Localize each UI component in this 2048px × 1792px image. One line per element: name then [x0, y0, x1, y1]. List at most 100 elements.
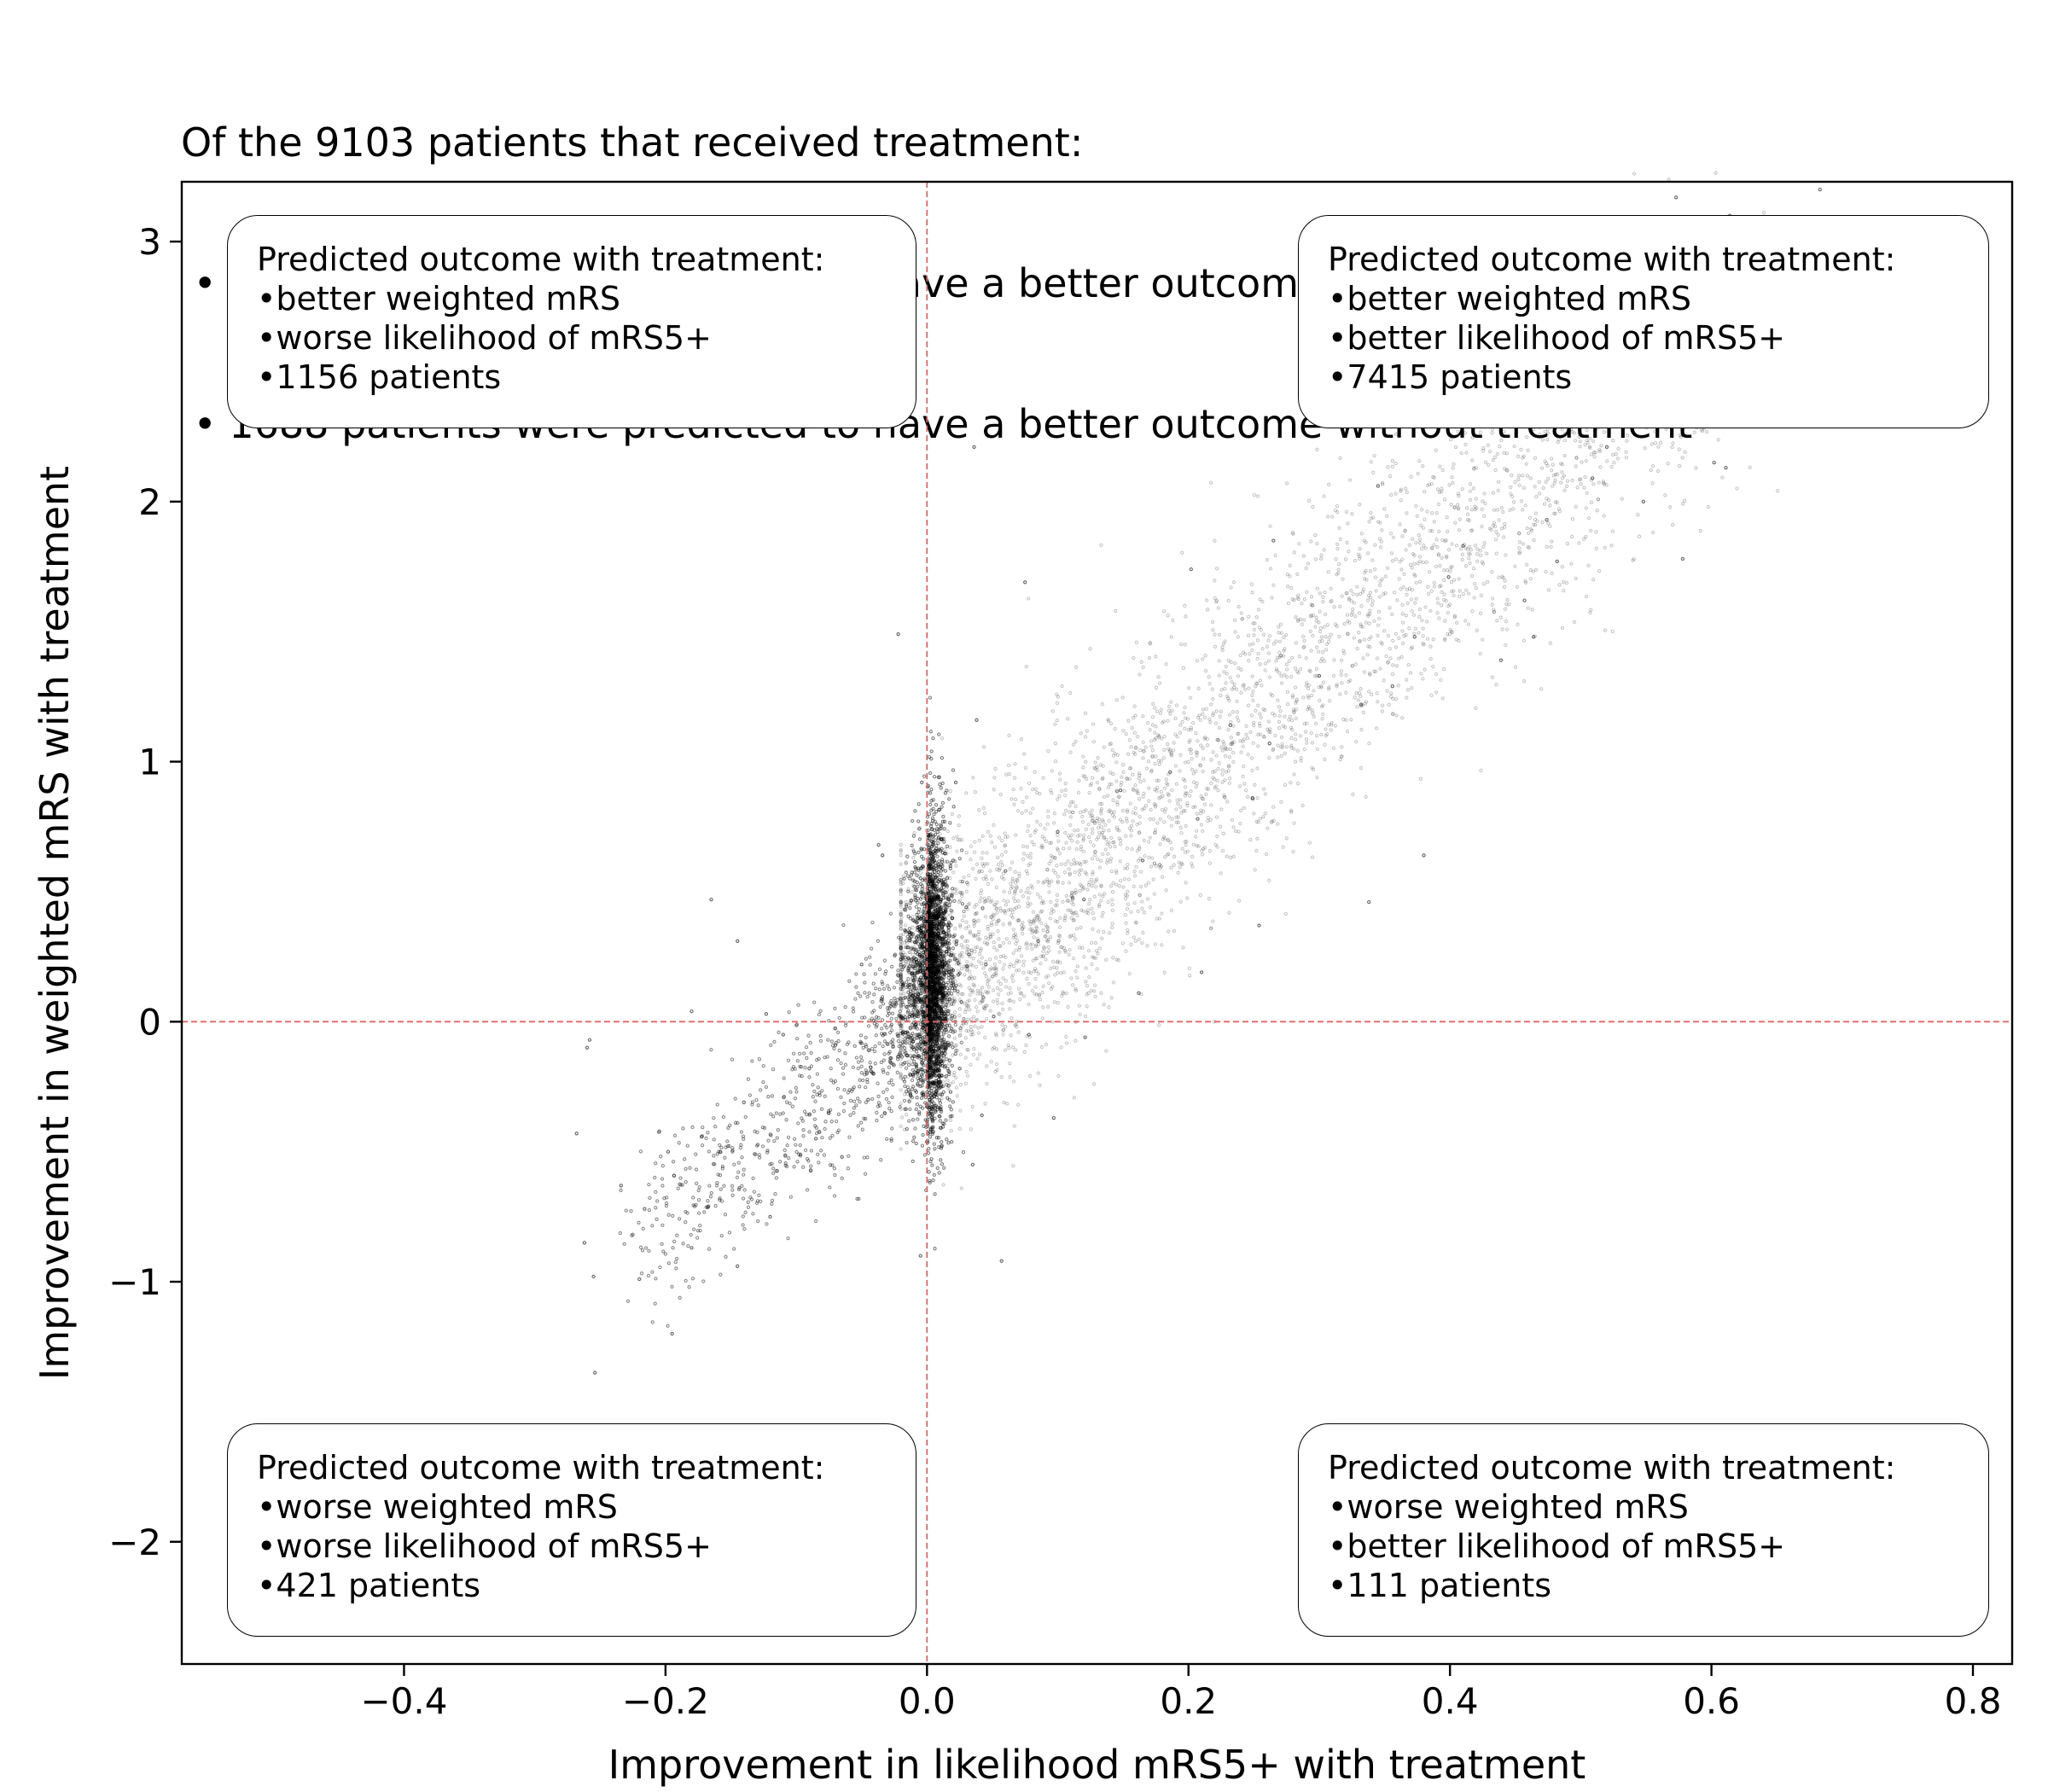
scatter-point	[1009, 797, 1014, 801]
scatter-point	[1331, 746, 1335, 750]
scatter-point	[914, 1107, 918, 1111]
scatter-point	[900, 1115, 905, 1120]
scatter-point	[972, 975, 977, 980]
scatter-point	[928, 771, 933, 776]
scatter-point	[1001, 940, 1006, 945]
scatter-point	[1692, 430, 1696, 434]
scatter-point	[1542, 502, 1547, 506]
scatter-point	[951, 1079, 956, 1085]
scatter-point	[1087, 898, 1092, 902]
scatter-point	[1248, 652, 1252, 656]
scatter-point	[1283, 714, 1287, 719]
scatter-point	[1423, 605, 1428, 609]
scatter-point	[1022, 1050, 1027, 1055]
scatter-point	[960, 918, 964, 923]
scatter-point	[1323, 742, 1327, 747]
scatter-point	[1067, 834, 1071, 838]
scatter-point	[1610, 629, 1615, 634]
scatter-point	[1391, 638, 1395, 643]
scatter-point	[1201, 847, 1206, 851]
scatter-point	[929, 799, 934, 803]
scatter-point	[1180, 719, 1184, 724]
scatter-point	[945, 1137, 949, 1142]
scatter-point	[1158, 842, 1162, 847]
scatter-point	[1612, 460, 1616, 465]
scatter-point	[935, 854, 940, 858]
scatter-point	[899, 910, 903, 915]
scatter-point	[1306, 694, 1310, 698]
scatter-point	[1452, 505, 1457, 509]
scatter-point	[1333, 622, 1338, 626]
scatter-point	[1158, 817, 1162, 821]
scatter-point	[1258, 662, 1262, 666]
scatter-point	[928, 1159, 933, 1164]
scatter-point	[1511, 507, 1516, 511]
scatter-point	[1157, 762, 1161, 766]
scatter-point	[950, 1139, 954, 1144]
scatter-point	[1227, 755, 1231, 759]
scatter-point	[1492, 455, 1498, 460]
scatter-point	[968, 1008, 972, 1012]
scatter-point	[1532, 538, 1536, 543]
scatter-point	[1127, 971, 1132, 976]
scatter-point	[1304, 684, 1308, 688]
scatter-point	[1102, 794, 1107, 800]
scatter-point	[915, 912, 919, 917]
scatter-point	[920, 1143, 925, 1148]
scatter-point	[1597, 568, 1602, 573]
scatter-point	[1490, 675, 1494, 679]
scatter-point	[1070, 890, 1074, 895]
scatter-point	[1310, 711, 1315, 715]
scatter-point	[1126, 931, 1130, 935]
scatter-point	[1005, 899, 1010, 904]
scatter-point	[1209, 781, 1213, 786]
scatter-point	[1032, 935, 1036, 940]
scatter-point	[986, 982, 990, 986]
scatter-point	[1197, 713, 1201, 718]
scatter-point	[984, 975, 988, 979]
scatter-point	[919, 1096, 924, 1101]
scatter-point	[927, 1170, 931, 1174]
scatter-point	[1498, 615, 1503, 620]
scatter-point	[1126, 877, 1132, 881]
scatter-point	[1000, 863, 1005, 868]
scatter-point	[1154, 754, 1158, 759]
scatter-point	[1304, 656, 1308, 660]
scatter-point	[1274, 659, 1278, 663]
scatter-point	[1072, 858, 1076, 862]
scatter-point	[962, 973, 967, 977]
scatter-point	[1053, 722, 1057, 726]
scatter-point	[975, 902, 979, 907]
scatter-point	[1530, 608, 1534, 612]
scatter-point	[922, 857, 926, 861]
scatter-point	[1078, 1012, 1082, 1017]
scatter-point	[1046, 974, 1050, 978]
scatter-point	[1398, 522, 1402, 527]
scatter-point	[919, 937, 923, 941]
scatter-point	[1183, 705, 1187, 710]
scatter-point	[1201, 757, 1206, 761]
scatter-point	[911, 1139, 916, 1143]
scatter-point	[1236, 674, 1241, 678]
scatter-point	[1074, 847, 1079, 852]
scatter-point	[1533, 522, 1538, 527]
scatter-point	[1388, 647, 1392, 651]
scatter-point	[1414, 580, 1418, 585]
scatter-point	[911, 952, 915, 957]
scatter-point	[965, 959, 969, 964]
scatter-point	[1096, 825, 1101, 830]
scatter-point	[1516, 474, 1521, 478]
scatter-point	[1510, 473, 1514, 478]
scatter-point	[1456, 503, 1460, 507]
scatter-point	[1011, 896, 1016, 900]
scatter-point	[992, 823, 996, 828]
scatter-point	[912, 859, 917, 864]
scatter-point	[1170, 817, 1174, 822]
scatter-point	[917, 907, 922, 911]
scatter-point	[1359, 687, 1363, 691]
scatter-point	[1185, 849, 1190, 853]
scatter-point	[1236, 635, 1241, 639]
scatter-point	[1063, 808, 1068, 812]
scatter-point	[1413, 601, 1417, 605]
scatter-point	[1252, 720, 1256, 725]
